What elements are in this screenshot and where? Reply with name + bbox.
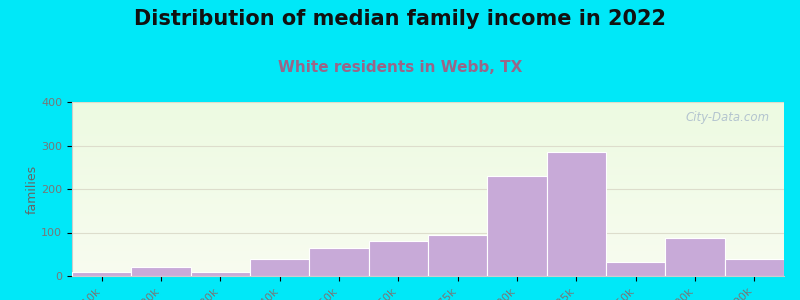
Y-axis label: families: families: [26, 164, 38, 214]
Bar: [487, 176, 546, 276]
Text: Distribution of median family income in 2022: Distribution of median family income in …: [134, 9, 666, 29]
Bar: [546, 152, 606, 276]
Bar: [428, 235, 487, 276]
Bar: [131, 267, 190, 276]
Bar: [72, 272, 131, 276]
Bar: [250, 259, 310, 276]
Bar: [725, 259, 784, 276]
Bar: [666, 238, 725, 276]
Bar: [190, 272, 250, 276]
Bar: [369, 241, 428, 276]
Bar: [606, 262, 666, 276]
Bar: [310, 248, 369, 276]
Text: City-Data.com: City-Data.com: [686, 111, 770, 124]
Text: White residents in Webb, TX: White residents in Webb, TX: [278, 60, 522, 75]
